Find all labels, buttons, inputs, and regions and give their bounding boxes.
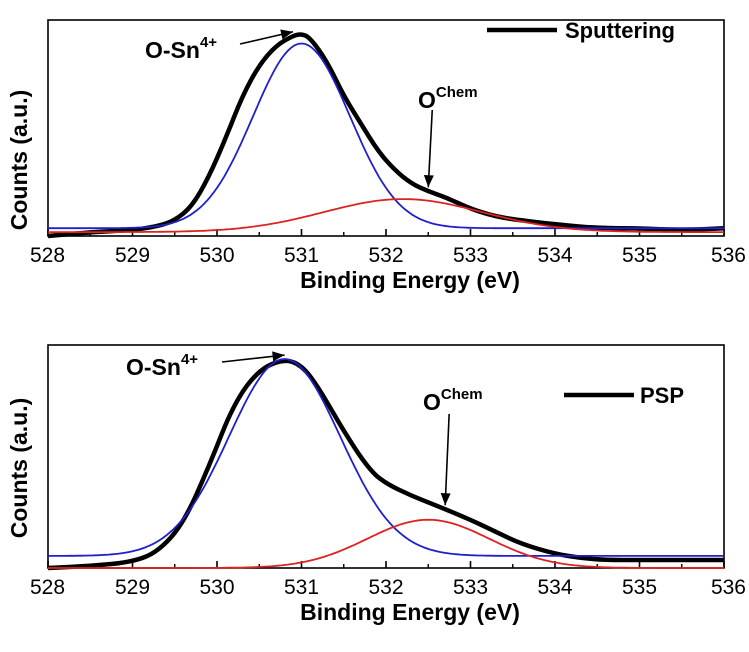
x-tick-label: 531 <box>284 576 319 599</box>
x-tick-label: 528 <box>30 244 65 267</box>
x-tick-label: 536 <box>711 244 746 267</box>
annotation-superscript: Chem <box>436 84 478 101</box>
annotation-arrowhead <box>280 29 294 40</box>
annotation-osn: O-Sn4+ <box>145 34 217 63</box>
osn-fit-series-top <box>48 42 724 230</box>
x-axis-title: Binding Energy (eV) <box>300 599 520 625</box>
annotation-superscript: Chem <box>441 386 483 403</box>
annotation-arrow-line <box>444 413 450 506</box>
y-axis-title: Counts (a.u.) <box>6 90 32 231</box>
x-tick-label: 529 <box>115 576 150 599</box>
x-tick-label: 530 <box>199 244 234 267</box>
annotation-arrowhead <box>440 493 451 506</box>
annotation-arrowhead <box>272 351 285 362</box>
measured-series-bottom <box>47 358 724 571</box>
annotation-osn: O-Sn4+ <box>126 351 198 380</box>
osn-fit-series-bottom <box>48 358 724 557</box>
measured-series-top <box>47 32 725 239</box>
annotation-superscript: 4+ <box>181 351 198 368</box>
x-tick-label: 535 <box>622 244 657 267</box>
x-tick-label: 533 <box>453 576 488 599</box>
panel-bottom: 528 529 530 531 532 533 534 535 536 Binding Energ… <box>6 344 746 625</box>
x-tick-label: 535 <box>622 576 657 599</box>
x-tick-label: 528 <box>30 576 65 599</box>
annotation-ochem: OChem <box>418 84 478 113</box>
annotation-ochem: OChem <box>423 386 483 415</box>
x-tick-label: 531 <box>284 244 319 267</box>
panel-top: 528 529 530 531 532 533 534 535 536 Binding Energ… <box>6 18 746 293</box>
legend-label: PSP <box>640 383 684 408</box>
x-tick-label: 534 <box>537 244 572 267</box>
x-tick-label: 530 <box>199 576 234 599</box>
x-tick-label: 536 <box>711 576 746 599</box>
x-tick-label: 534 <box>537 576 572 599</box>
x-tick-label: 532 <box>368 244 403 267</box>
x-tick-label: 532 <box>368 576 403 599</box>
annotation-superscript: 4+ <box>200 34 217 51</box>
legend-label: Sputtering <box>565 18 675 43</box>
x-tick-label: 533 <box>453 244 488 267</box>
annotation-arrowhead <box>423 175 434 188</box>
ochem-fit-series-top <box>48 198 724 233</box>
annotation-arrow-line <box>427 109 434 188</box>
x-axis-title: Binding Energy (eV) <box>300 267 520 293</box>
ochem-fit-series-bottom <box>48 518 724 569</box>
x-tick-label: 529 <box>115 244 150 267</box>
y-axis-title: Counts (a.u.) <box>6 398 32 539</box>
